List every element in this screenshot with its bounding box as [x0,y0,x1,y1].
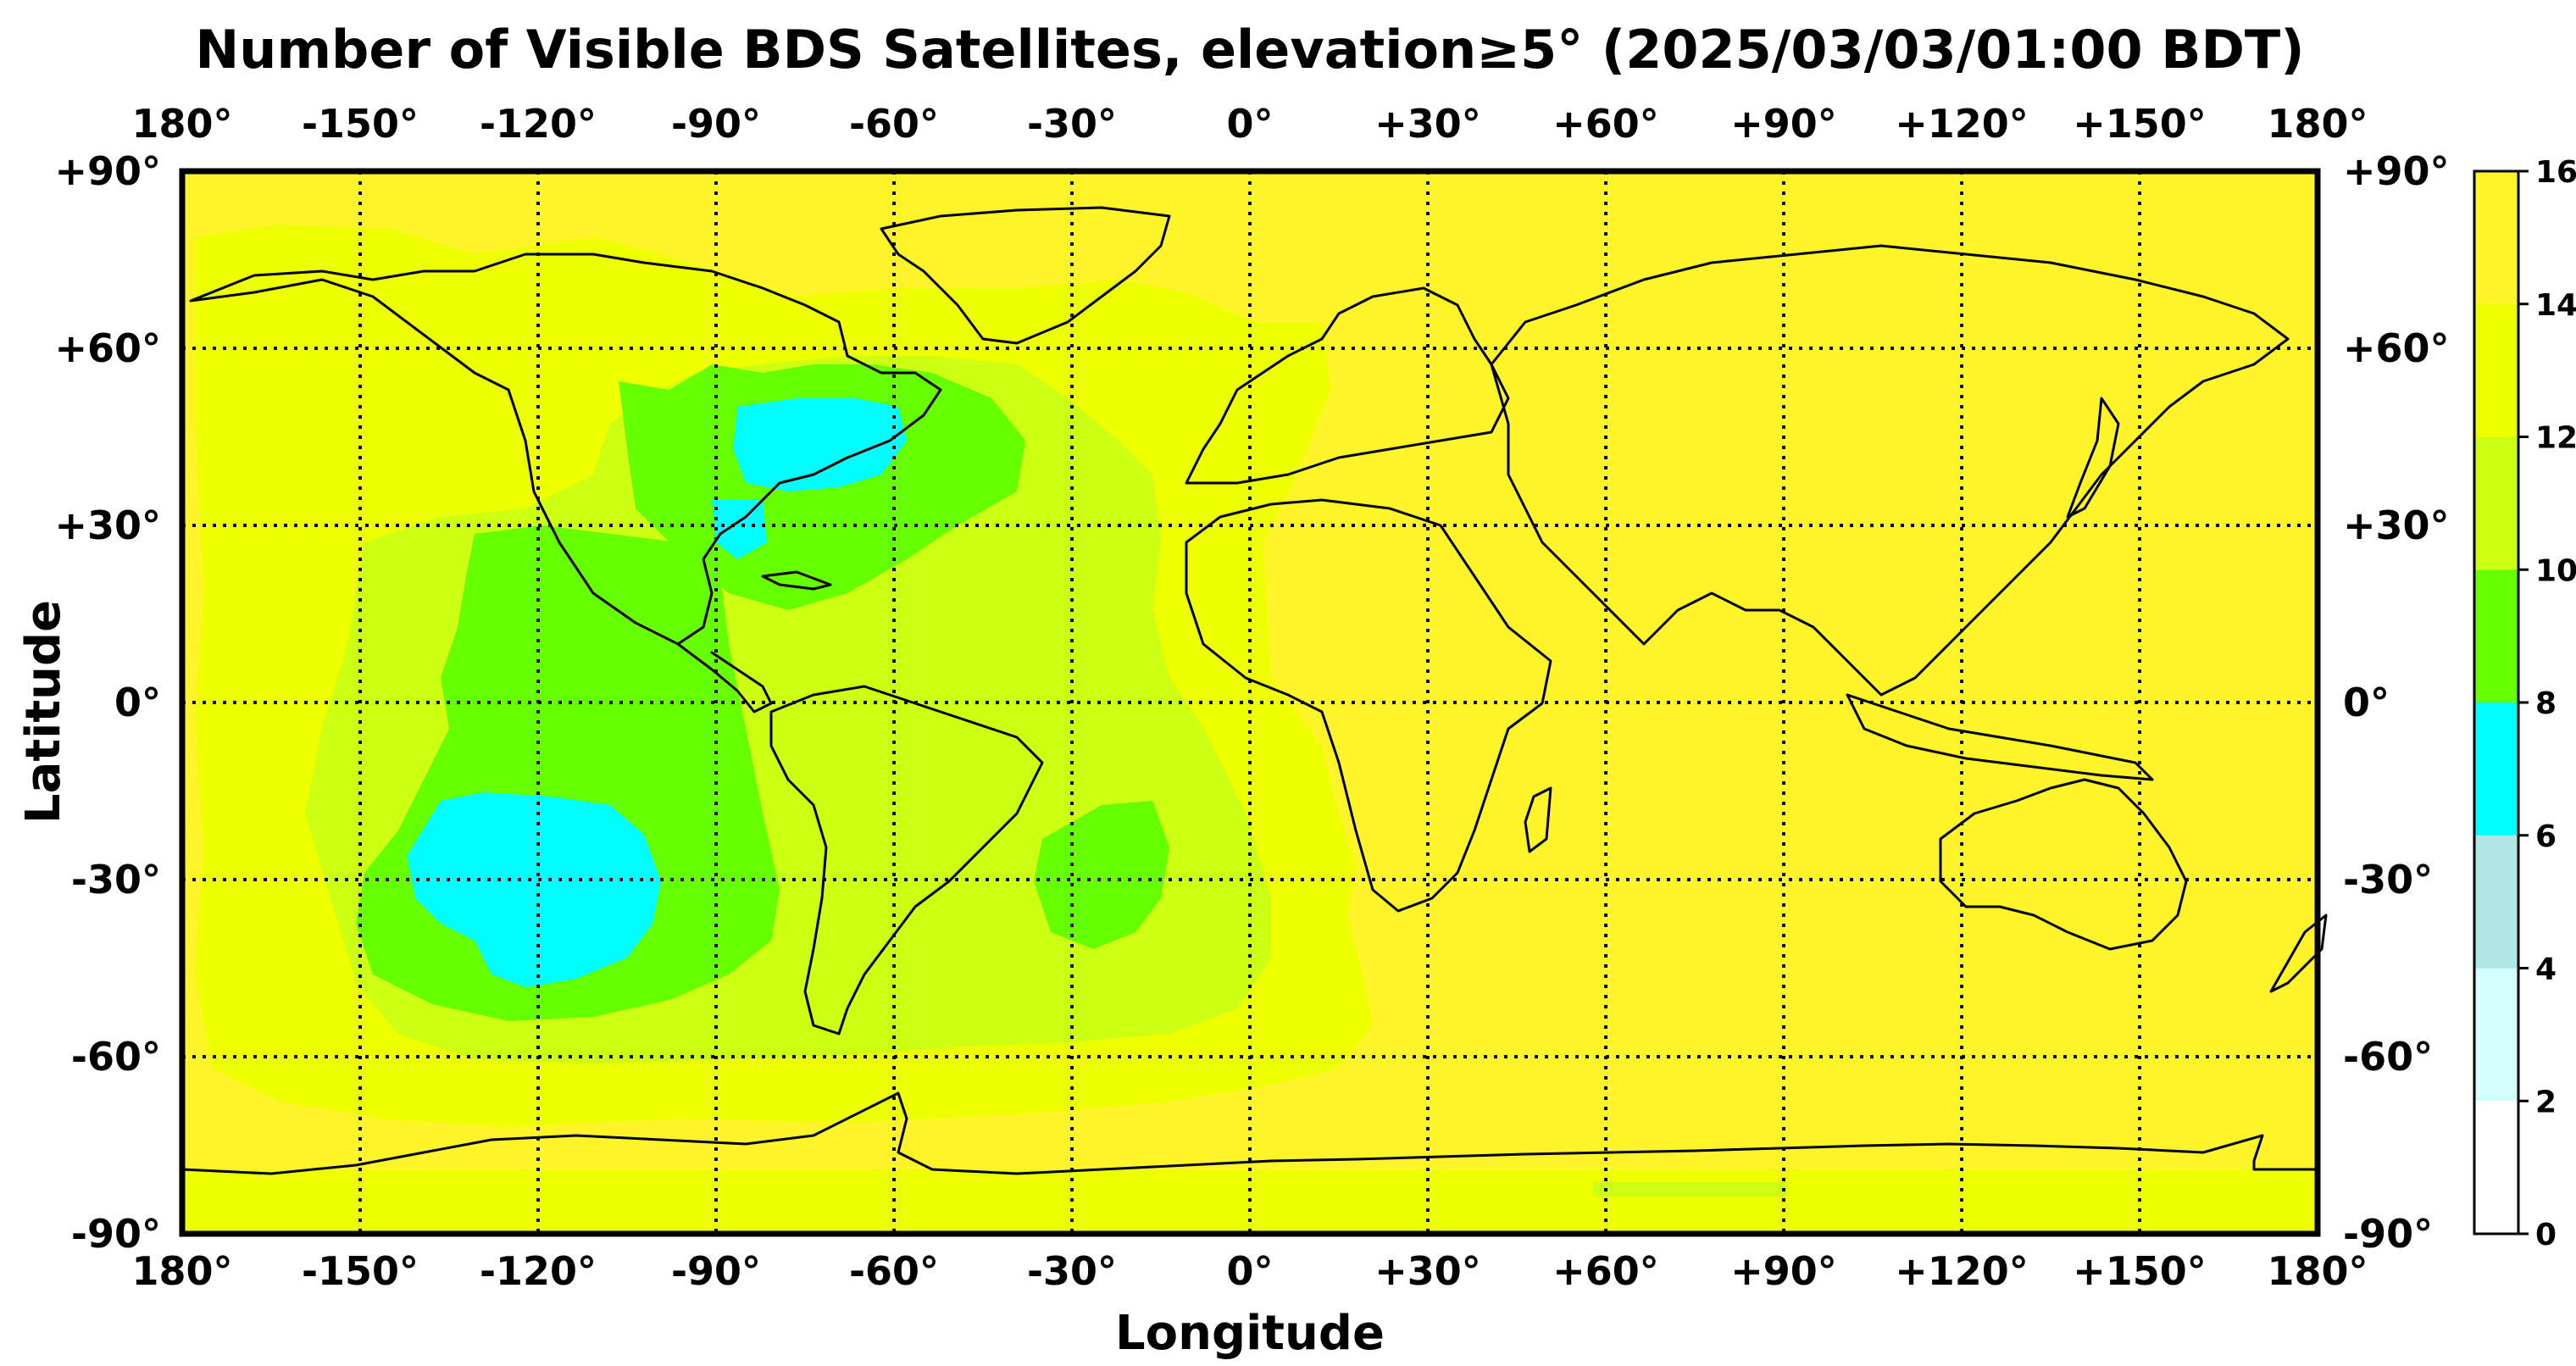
y-axis-label: Latitude [16,600,71,824]
lon-tick-label-top: +90° [1730,101,1837,147]
lat-tick-label-right: 0° [2343,680,2390,725]
region-10-12-antarctic [1593,1182,1788,1197]
lon-tick-label-top: 180° [2267,101,2368,147]
coast-greenland [880,206,1171,345]
longitude-ticks-bottom: 180° -150° -120° -90° -60° -30° 0° +30° +60° +90°… [131,1248,2368,1294]
lon-tick-label-top: 180° [131,101,232,147]
lon-tick-label-bottom: -60° [849,1248,939,1294]
lon-tick-label-top: 0° [1226,101,1273,147]
lon-tick-label-top: -120° [480,101,597,147]
lat-tick-label-right: +90° [2343,148,2450,194]
colorbar-bin [2474,171,2518,304]
lat-tick-label-right: -30° [2343,857,2433,902]
latitude-ticks-left: +90° +60° +30° 0° -30° -60° -90° [54,148,161,1257]
lat-tick-label-left: -30° [71,857,161,902]
lon-tick-label-top: -90° [671,101,761,147]
colorbar-tick-label: 8 [2535,686,2557,721]
coast-madagascar [1524,786,1552,853]
coast-australia [1939,778,2188,951]
lon-tick-label-top: -30° [1027,101,1117,147]
region-8-10-south-atlantic [1034,801,1169,949]
lon-tick-label-bottom: +90° [1730,1248,1837,1294]
lon-tick-label-bottom: +120° [1895,1248,2029,1294]
lat-tick-label-left: -60° [71,1034,161,1080]
lon-tick-label-bottom: -30° [1027,1248,1117,1294]
x-axis-label: Longitude [1115,1306,1385,1361]
coast-japan [2066,397,2120,519]
colorbar-tick-label: 10 [2535,553,2576,588]
colorbar-bin [2474,303,2518,437]
lon-tick-label-bottom: 180° [2267,1248,2368,1294]
coast-asia [1490,244,2290,697]
lon-tick-label-bottom: 180° [131,1248,232,1294]
lon-tick-label-bottom: -150° [302,1248,419,1294]
coast-new-zealand [2269,913,2328,993]
colorbar-bin [2474,436,2518,570]
colorbar-tick-label: 12 [2535,421,2576,456]
colorbar-bin [2474,569,2518,702]
lon-tick-label-top: +30° [1374,101,1481,147]
colorbar-tick-label: 2 [2535,1085,2557,1119]
colorbar-tick-label: 16 [2535,155,2576,190]
colorbar-tick-label: 0 [2535,1218,2557,1252]
lon-tick-label-top: -60° [849,101,939,147]
coast-europe [1185,286,1510,485]
colorbar-bin [2474,835,2518,969]
heatmap-regions [182,225,2318,1234]
lat-tick-label-right: +30° [2343,503,2450,548]
lat-tick-label-left: +90° [54,148,161,194]
coast-indonesia [1846,693,2154,781]
region-6-8-south-pacific [407,792,661,987]
graticule [182,171,2318,1234]
lon-tick-label-top: -150° [302,101,419,147]
latitude-ticks-right: +90° +60° +30° 0° -30° -60° -90° [2343,148,2450,1257]
coast-antarctica [180,1091,2319,1175]
lon-tick-label-top: +150° [2073,101,2207,147]
longitude-ticks-top: 180° -150° -120° -90° -60° -30° 0° +30° +60° +90°… [131,101,2368,147]
lat-tick-label-right: -90° [2343,1211,2433,1257]
region-6-8-great-lakes [733,398,907,491]
lat-tick-label-right: +60° [2343,325,2450,371]
colorbar: 0 2 4 6 8 10 12 14 16 [2473,155,2576,1252]
colorbar-bin [2474,1101,2518,1234]
coastlines [180,206,2328,1175]
lat-tick-label-left: +30° [54,503,161,548]
coast-africa [1185,498,1552,913]
lon-tick-label-bottom: +60° [1552,1248,1659,1294]
colorbar-tick-label: 4 [2535,952,2557,987]
lat-tick-label-left: -90° [71,1211,161,1257]
coast-south-america [769,685,1044,1036]
colorbar-tick-label: 14 [2535,288,2576,323]
colorbar-tick-label: 6 [2535,819,2557,854]
lat-tick-label-left: 0° [114,680,161,725]
coast-caribbean [761,570,832,591]
coast-central-america [676,642,773,714]
colorbar-bin [2474,702,2518,836]
lon-tick-label-bottom: -90° [671,1248,761,1294]
lon-tick-label-bottom: +30° [1374,1248,1481,1294]
lat-tick-label-right: -60° [2343,1034,2433,1080]
map-plot-area [179,168,2328,1237]
chart-title: Number of Visible BDS Satellites, elevat… [195,19,2304,81]
lon-tick-label-bottom: 0° [1226,1248,1273,1294]
lon-tick-label-bottom: -120° [480,1248,597,1294]
lon-tick-label-top: +120° [1895,101,2029,147]
map-frame [179,168,2321,1237]
lon-tick-label-top: +60° [1552,101,1659,147]
colorbar-bin [2474,968,2518,1102]
lat-tick-label-left: +60° [54,325,161,371]
coast-north-america [189,253,942,646]
lon-tick-label-bottom: +150° [2073,1248,2207,1294]
region-6-8-florida [712,500,767,559]
